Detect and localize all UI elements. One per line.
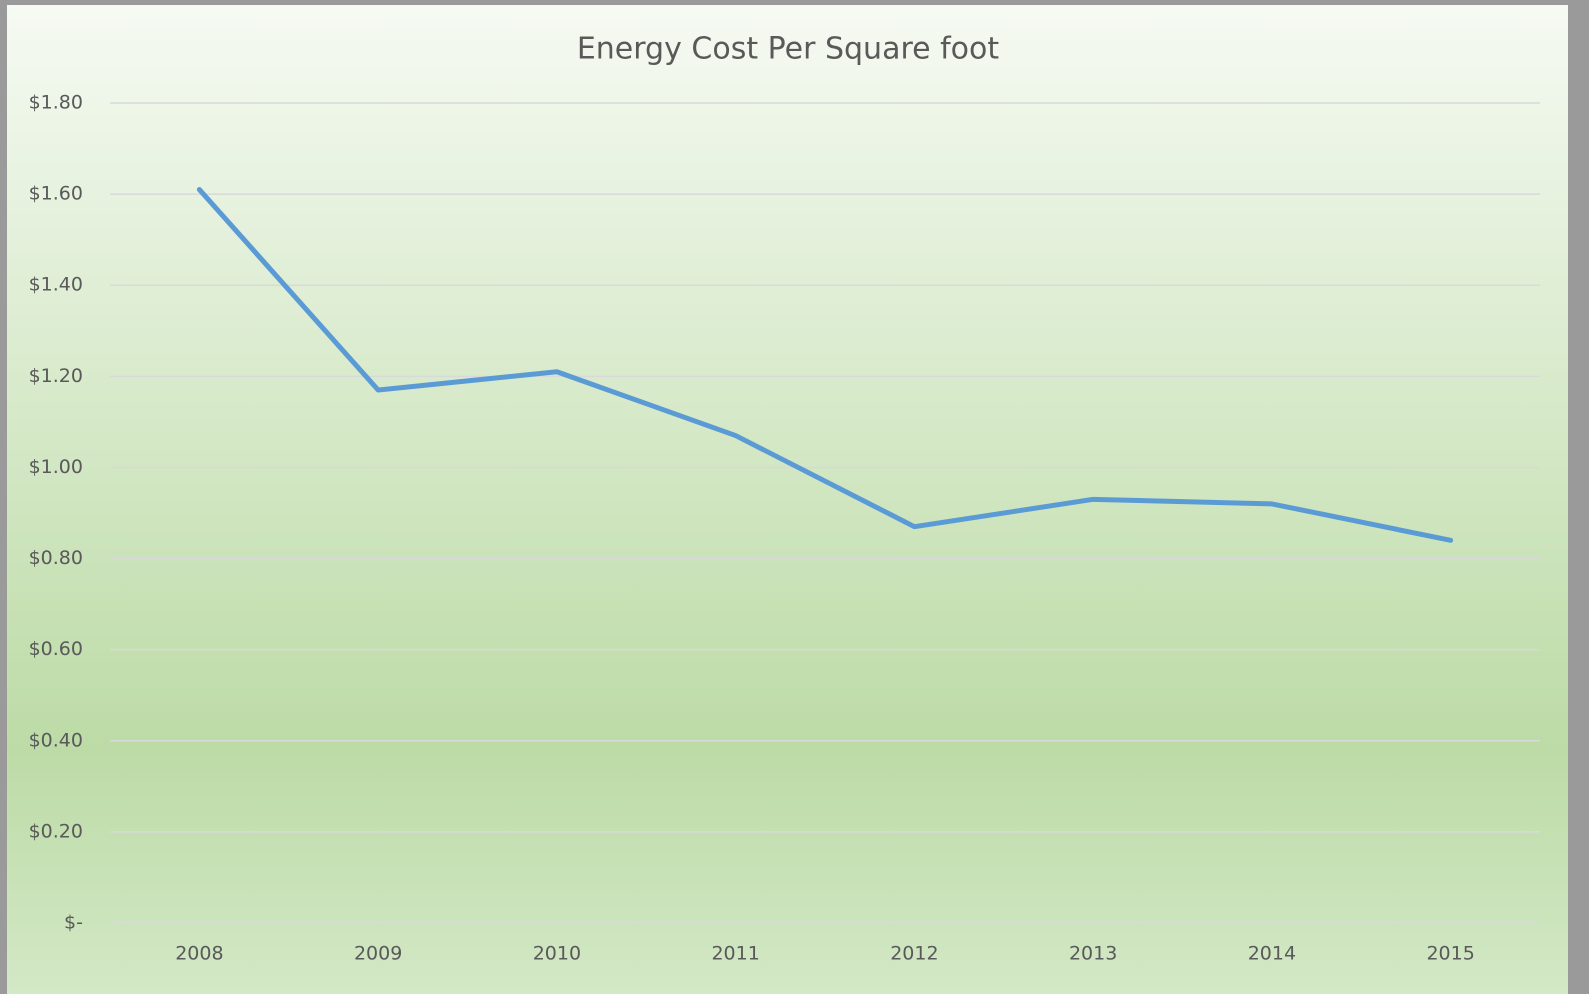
x-tick-label: 2008 <box>175 943 223 965</box>
y-tick-label: $0.80 <box>29 547 83 569</box>
x-tick-label: 2009 <box>354 943 402 965</box>
y-tick-label: $1.00 <box>29 456 83 478</box>
y-tick-label: $0.40 <box>29 729 83 751</box>
chart-background <box>7 5 1568 994</box>
x-tick-label: 2011 <box>711 943 759 965</box>
y-tick-label: $1.20 <box>29 365 83 387</box>
y-tick-label: $- <box>64 912 83 934</box>
x-tick-label: 2012 <box>890 943 938 965</box>
x-tick-label: 2014 <box>1248 943 1296 965</box>
x-tick-label: 2015 <box>1426 943 1474 965</box>
x-tick-label: 2010 <box>533 943 581 965</box>
x-tick-label: 2013 <box>1069 943 1117 965</box>
y-tick-label: $1.60 <box>29 183 83 205</box>
y-tick-label: $1.40 <box>29 274 83 296</box>
y-tick-label: $1.80 <box>29 92 83 114</box>
chart-title: Energy Cost Per Square foot <box>577 32 1000 67</box>
y-tick-label: $0.20 <box>29 820 83 842</box>
y-tick-label: $0.60 <box>29 638 83 660</box>
line-series <box>196 187 1454 543</box>
